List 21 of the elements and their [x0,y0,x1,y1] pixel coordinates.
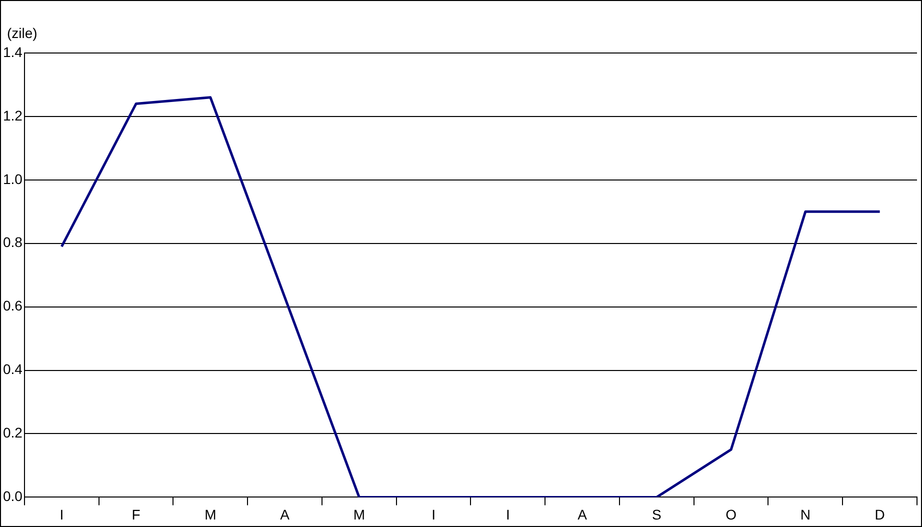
y-tick-label: 1.2 [2,107,23,124]
y-tick-label: 0.6 [2,298,23,314]
x-tick-label: N [800,506,810,522]
x-tick-label: O [726,506,737,522]
y-axis-title: (zile) [7,24,38,41]
y-tick-label: 0.8 [2,234,23,250]
x-tick-label: M [353,506,365,522]
x-tick-label: S [652,506,662,522]
y-tick-label: 1.4 [2,44,23,60]
x-tick-label: I [432,506,436,522]
x-tick-label: I [506,506,510,522]
y-tick-label: 0.0 [2,488,23,504]
x-tick-label: D [874,506,885,522]
x-tick-label: A [280,506,290,522]
x-tick-label: I [60,506,64,522]
x-tick-label: M [204,506,216,522]
y-tick-label: 0.4 [2,361,23,378]
y-tick-label: 1.0 [2,170,23,187]
x-tick-label: A [578,506,588,522]
x-tick-label: F [132,506,140,522]
y-tick-label: 0.2 [2,424,23,441]
